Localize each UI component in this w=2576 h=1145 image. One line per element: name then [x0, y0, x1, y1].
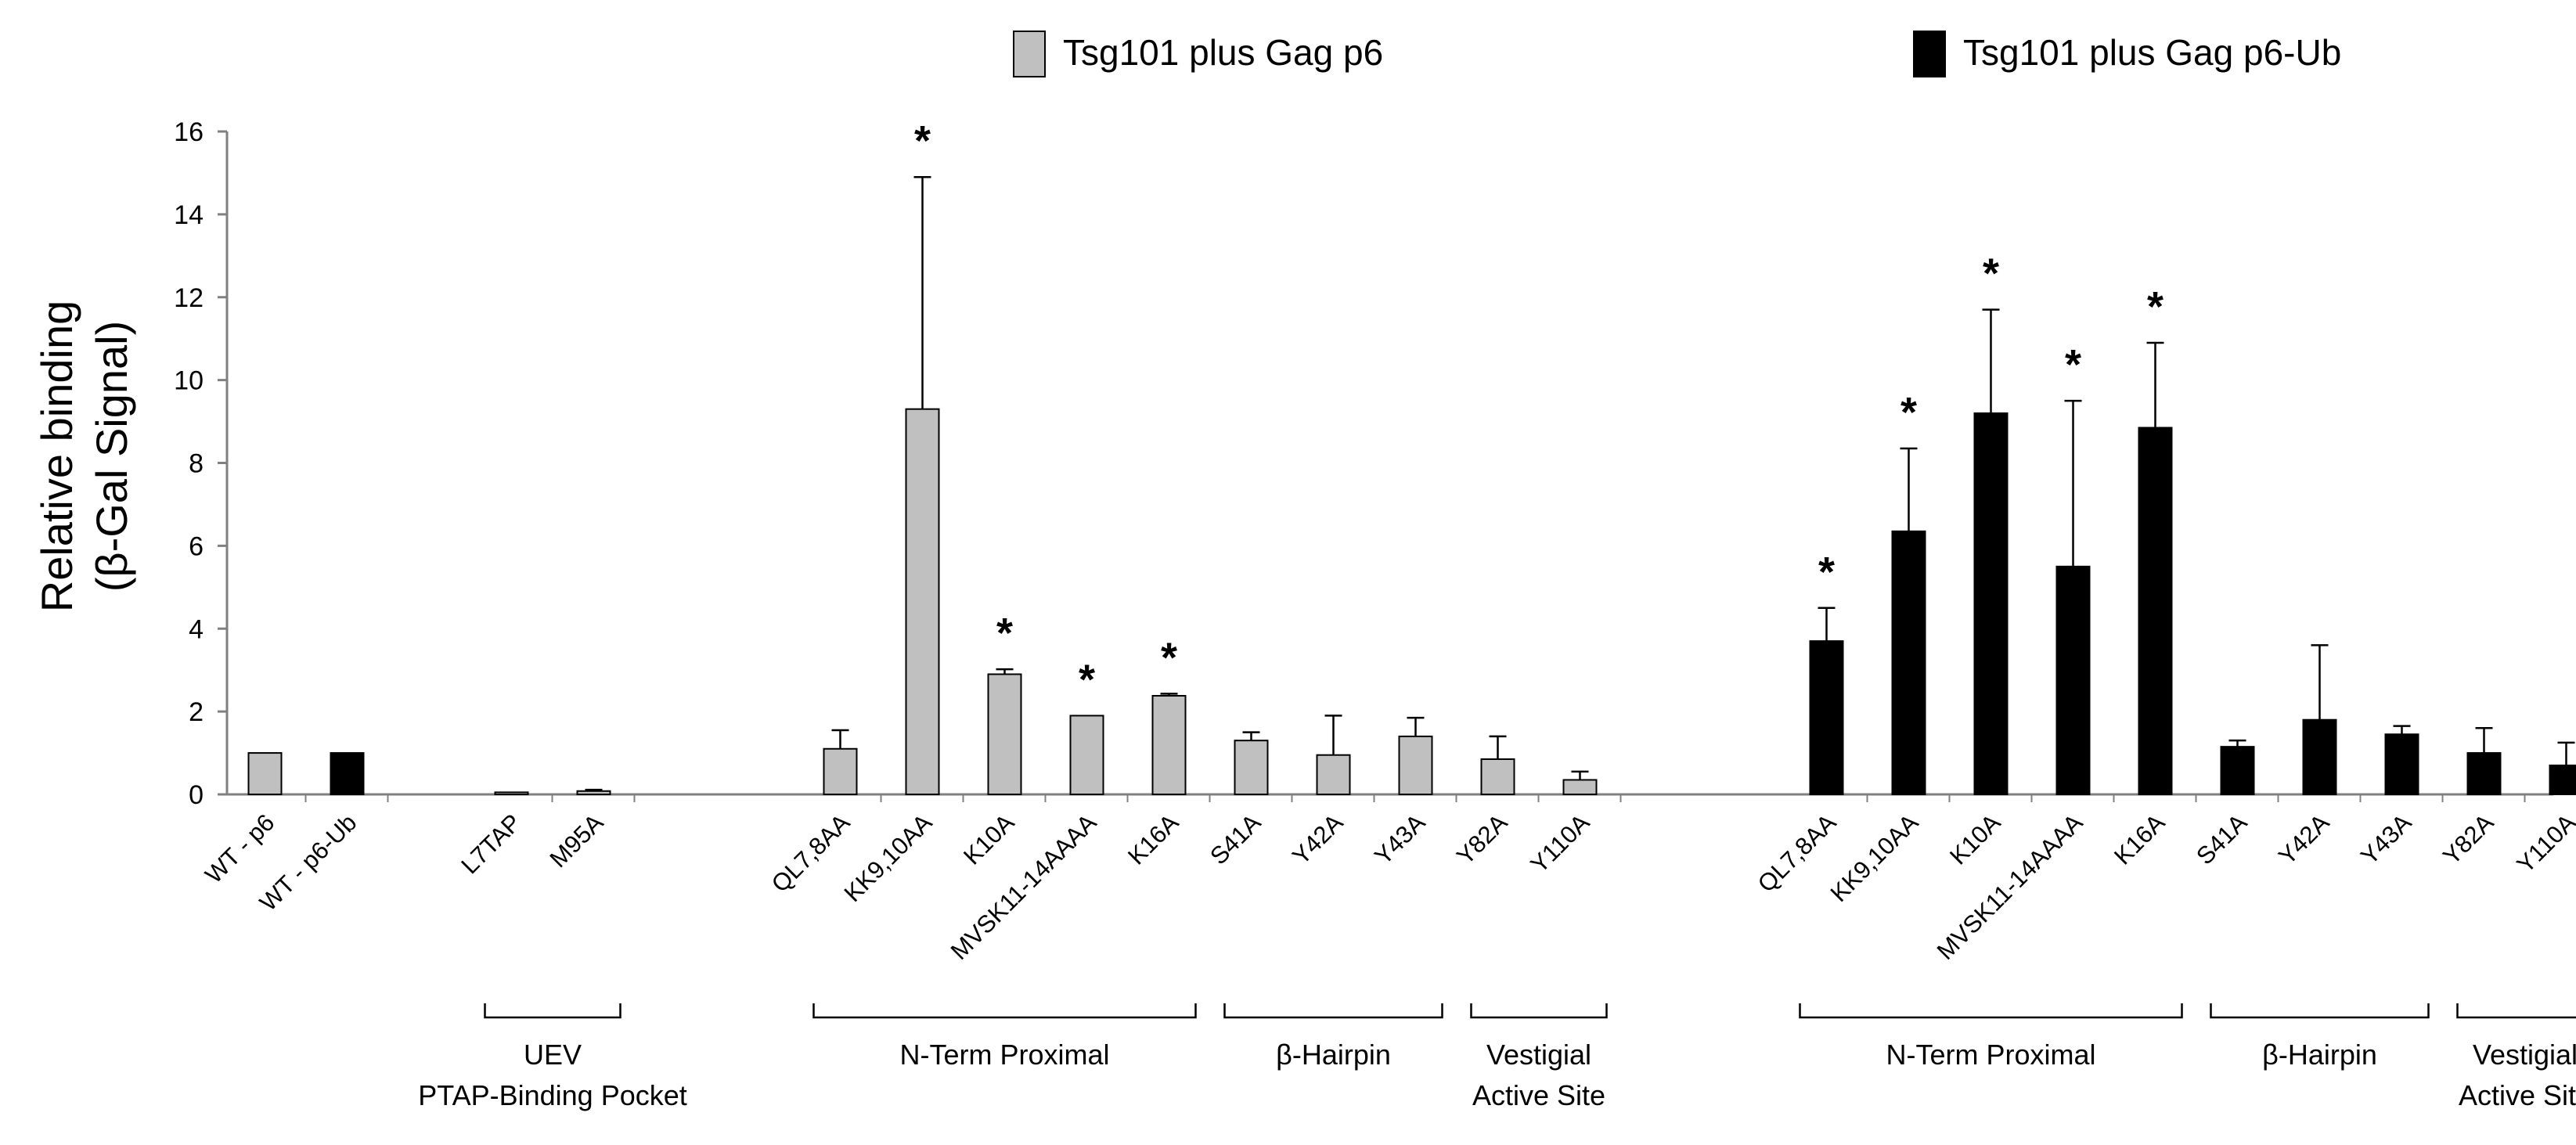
group-label: Active Site	[2459, 1079, 2576, 1111]
significance-marker: *	[1900, 389, 1917, 436]
legend-swatch-p6-ub	[1914, 31, 1945, 77]
x-tick-label: M95A	[544, 808, 608, 873]
significance-marker: *	[2147, 283, 2163, 330]
legend-label-p6: Tsg101 plus Gag p6	[1063, 32, 1383, 73]
y-axis-title-line2: (β-Gal Signal)	[87, 321, 136, 592]
group-label: N-Term Proximal	[1886, 1039, 2095, 1071]
y-tick-label: 6	[189, 531, 204, 561]
bar	[1482, 759, 1515, 794]
y-tick-label: 0	[189, 780, 204, 810]
bar	[2057, 567, 2090, 794]
x-tick-label: Y42A	[2273, 808, 2335, 870]
axes: 0 2 4 6 8 10 12 14 16	[174, 117, 2553, 810]
bar	[989, 674, 1021, 794]
bar	[495, 792, 528, 794]
legend-swatch-p6	[1014, 31, 1045, 77]
legend-label-p6-ub: Tsg101 plus Gag p6-Ub	[1963, 32, 2341, 73]
group-label: Vestigial	[2473, 1039, 2576, 1071]
bar	[1810, 641, 1843, 794]
bar	[2386, 734, 2419, 794]
bar	[2550, 765, 2576, 794]
x-tick-label: S41A	[1205, 808, 1266, 870]
y-tick-label: 8	[189, 449, 204, 479]
group-bracket	[485, 1003, 621, 1017]
bar	[331, 753, 364, 794]
x-tick-label: Y43A	[2355, 808, 2417, 870]
x-tick-label: Y110A	[2512, 808, 2576, 878]
bar	[1893, 531, 1926, 794]
x-tick-label: Y43A	[1369, 808, 1431, 870]
group-brackets: UEV PTAP-Binding Pocket N-Term Proximal β-H…	[418, 1003, 2576, 1111]
y-axis-title-line1: Relative binding	[32, 301, 81, 612]
significance-marker: *	[1161, 634, 1177, 681]
y-tick-label: 14	[174, 200, 204, 230]
bar	[1564, 780, 1597, 794]
group-bracket	[2211, 1003, 2429, 1017]
bar	[2304, 720, 2336, 794]
x-tick-label: K16A	[2109, 808, 2171, 870]
x-tick-label: KK9,10AA	[1825, 808, 1924, 907]
group-label: β-Hairpin	[2262, 1039, 2377, 1071]
x-tick-label: L7TAP	[456, 808, 526, 879]
bar	[2468, 753, 2501, 794]
significance-marker: *	[914, 117, 931, 164]
group-label: Active Site	[1472, 1079, 1605, 1111]
bar	[1071, 715, 1104, 794]
bar	[249, 753, 282, 794]
significance-marker: *	[1983, 250, 1999, 297]
x-tick-label: Y42A	[1287, 808, 1349, 870]
bar	[2139, 428, 2172, 794]
significance-marker: *	[2065, 341, 2081, 388]
x-tick-label: K10A	[958, 808, 1020, 870]
x-tick-label: MVSK11-14AAAA	[946, 808, 1102, 965]
bar	[824, 749, 857, 794]
y-axis-title: Relative binding (β-Gal Signal)	[32, 301, 136, 612]
y-tick-label: 4	[189, 614, 204, 644]
group-bracket	[1800, 1003, 2182, 1017]
x-tick-label: K10A	[1944, 808, 2006, 870]
group-bracket	[1472, 1003, 1607, 1017]
x-tick-label: K16A	[1122, 808, 1184, 870]
bar	[1153, 696, 1186, 794]
significance-marker: *	[996, 610, 1013, 657]
y-tick-label: 12	[174, 283, 204, 313]
y-tick-label: 16	[174, 117, 204, 147]
bar	[578, 791, 611, 794]
group-bracket	[814, 1003, 1196, 1017]
group-bracket	[2458, 1003, 2576, 1017]
bar	[1975, 413, 2008, 794]
x-tick-label: S41A	[2191, 808, 2253, 870]
group-label: β-Hairpin	[1276, 1039, 1391, 1071]
y-tick-label: 10	[174, 366, 204, 396]
x-tick-label: Y110A	[1526, 808, 1595, 878]
legend: Tsg101 plus Gag p6 Tsg101 plus Gag p6-Ub	[1014, 31, 2341, 77]
y-tick-label: 2	[189, 697, 204, 727]
significance-marker: *	[1818, 549, 1835, 596]
group-label: PTAP-Binding Pocket	[418, 1079, 687, 1111]
bar	[2221, 747, 2254, 794]
bar	[1235, 740, 1268, 794]
x-tick-label: MVSK11-14AAAA	[1932, 808, 2088, 965]
x-tick-label: WT - p6	[200, 808, 279, 888]
group-bracket	[1225, 1003, 1443, 1017]
x-tick-label: Y82A	[1451, 808, 1513, 870]
x-tick-label: KK9,10AA	[839, 808, 938, 907]
group-label: N-Term Proximal	[899, 1039, 1109, 1071]
significance-marker: *	[1079, 656, 1095, 703]
group-label: Vestigial	[1486, 1039, 1591, 1071]
x-tick-label: Y82A	[2437, 808, 2499, 870]
bar	[1400, 736, 1432, 794]
group-label: UEV	[524, 1039, 582, 1071]
bar	[906, 409, 939, 794]
bar	[1317, 755, 1350, 794]
bars: * * * * * * * * *	[249, 117, 2576, 794]
